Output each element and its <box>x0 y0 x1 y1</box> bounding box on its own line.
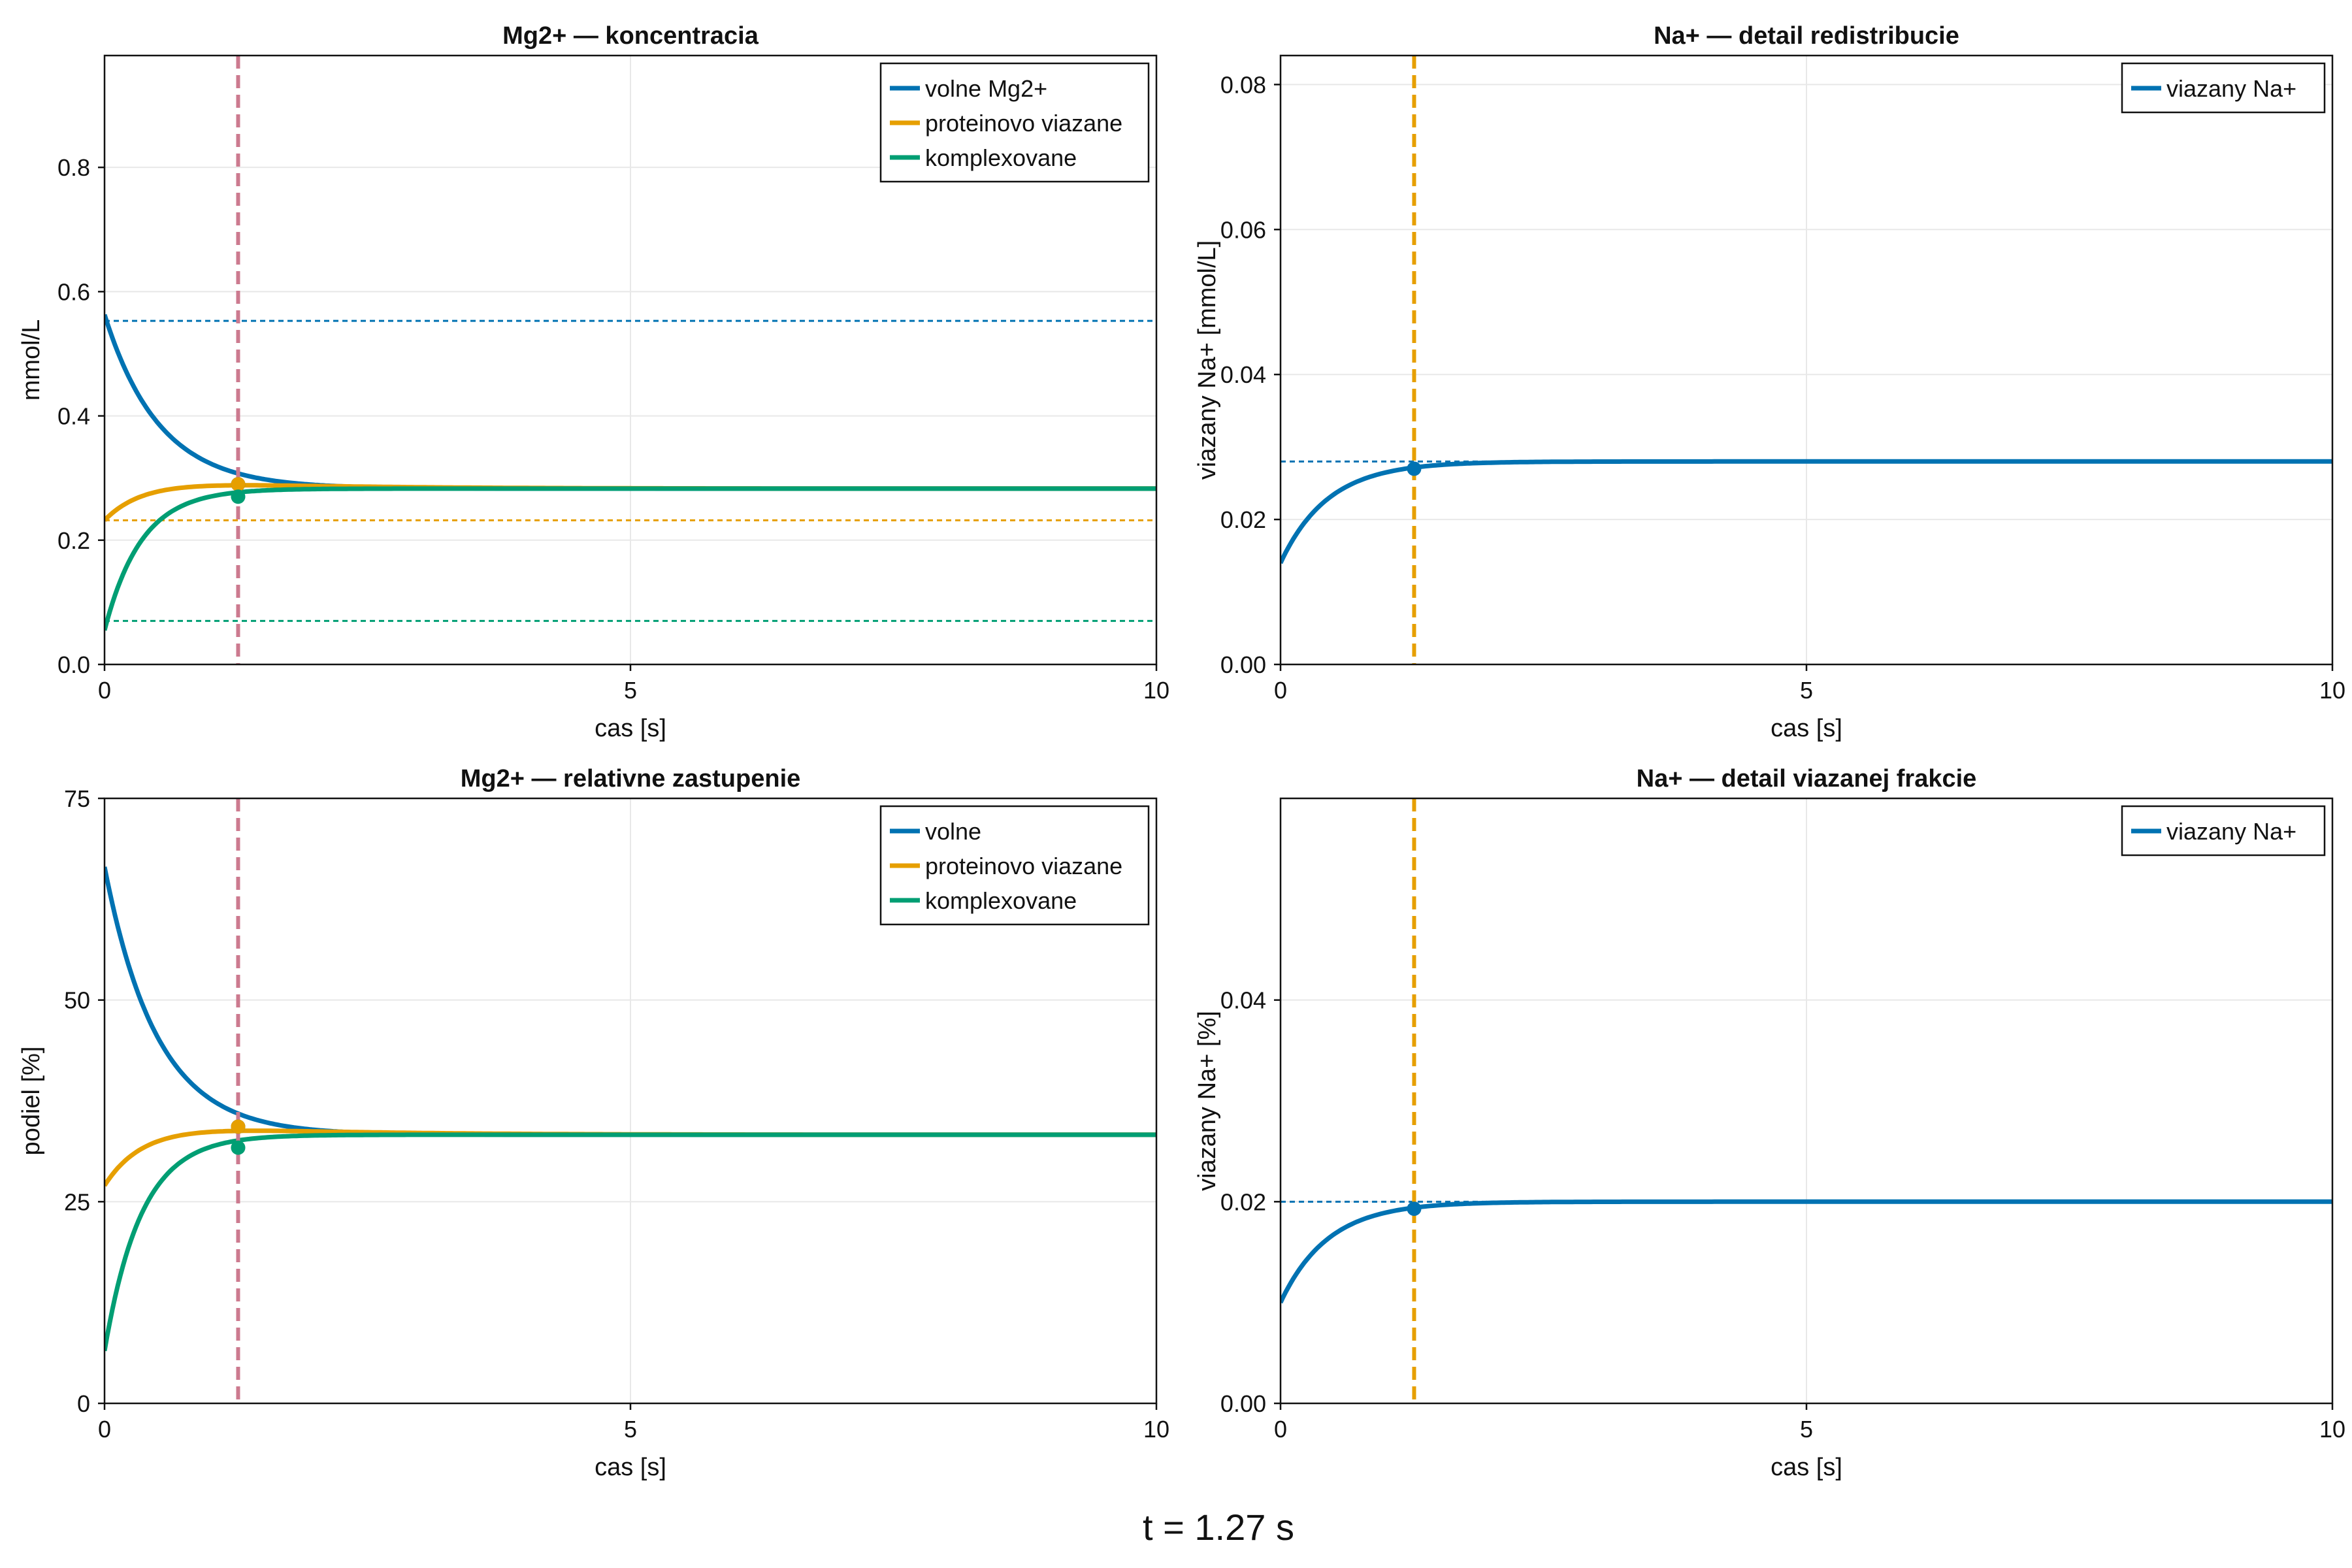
plot-area <box>105 56 1156 664</box>
x-axis-label: cas [s] <box>595 1454 666 1481</box>
x-tick-label: 5 <box>1800 1416 1813 1443</box>
y-tick-label: 0.4 <box>57 403 90 430</box>
y-tick-label: 0 <box>77 1390 90 1417</box>
time-marker-point <box>231 489 246 504</box>
time-marker-point <box>231 1140 246 1155</box>
y-tick-label: 0.0 <box>57 651 90 678</box>
plot-area <box>105 798 1156 1403</box>
legend-entry: viazany Na+ <box>2166 75 2296 102</box>
y-tick-label: 0.06 <box>1220 216 1266 243</box>
legend-entry: viazany Na+ <box>2166 818 2296 845</box>
y-tick-label: 0.02 <box>1220 1188 1266 1215</box>
plot-area <box>1281 56 2332 664</box>
series-line <box>105 1132 1156 1352</box>
series-line <box>105 486 1156 631</box>
time-marker-point <box>231 477 246 492</box>
y-tick-label: 0.8 <box>57 154 90 181</box>
y-axis-label: mmol/L <box>18 319 45 401</box>
legend: viazany Na+ <box>2121 62 2326 114</box>
time-marker-point <box>1407 1201 1422 1217</box>
y-axis-label: viazany Na+ [%] <box>1194 1011 1221 1191</box>
y-axis-label: viazany Na+ [mmol/L] <box>1194 240 1221 480</box>
y-tick-label: 50 <box>64 987 90 1014</box>
x-tick-label: 0 <box>1274 1416 1287 1443</box>
legend-entry: komplexovane <box>925 887 1077 914</box>
panel-title: Na+ — detail redistribucie <box>1654 22 1959 50</box>
y-tick-label: 0.04 <box>1220 987 1266 1014</box>
x-axis-label: cas [s] <box>1771 715 1842 742</box>
x-tick-label: 10 <box>1143 677 1169 704</box>
legend: viazany Na+ <box>2121 805 2326 857</box>
x-tick-label: 5 <box>624 677 637 704</box>
x-tick-label: 10 <box>2319 1416 2345 1443</box>
legend-frame <box>879 62 1150 183</box>
x-tick-label: 5 <box>1800 677 1813 704</box>
x-axis-label: cas [s] <box>595 715 666 742</box>
panel-4: 0 5 10 0.00 0.02 0.04 cas [s] viazany Na+ [%] Na… <box>1194 765 2345 1481</box>
y-tick-label: 0.00 <box>1220 1390 1266 1417</box>
x-tick-label: 0 <box>1274 677 1287 704</box>
x-tick-label: 10 <box>2319 677 2345 704</box>
panel-1: 0 5 10 0.0 0.2 0.4 0.6 0.8 cas [s] mmol/L Mg2+ — k… <box>18 22 1169 742</box>
y-tick-label: 0.04 <box>1220 361 1266 388</box>
x-tick-label: 5 <box>624 1416 637 1443</box>
x-tick-label: 10 <box>1143 1416 1169 1443</box>
time-marker-point <box>231 1119 246 1134</box>
time-readout: t = 1.27 s <box>1143 1507 1294 1548</box>
x-tick-label: 0 <box>98 1416 111 1443</box>
legend: volne Mg2+ proteinovo viazane komplexovane <box>879 62 1150 183</box>
series-line <box>1281 1199 2332 1304</box>
panel-3: 0 5 10 0 25 50 75 cas [s] podiel [%] Mg2+ — relat… <box>18 765 1169 1481</box>
y-tick-label: 0.02 <box>1220 506 1266 533</box>
plot-area <box>1281 798 2332 1403</box>
panel-title: Mg2+ — koncentracia <box>502 22 759 50</box>
panel-2: 0 5 10 0.00 0.02 0.04 0.06 0.08 cas [s] viazany N… <box>1194 22 2345 742</box>
y-tick-label: 0.00 <box>1220 651 1266 678</box>
x-tick-label: 0 <box>98 677 111 704</box>
panel-title: Mg2+ — relativne zastupenie <box>461 765 801 792</box>
legend-entry: proteinovo viazane <box>925 110 1122 137</box>
legend-frame <box>879 805 1150 926</box>
series-line <box>1281 459 2332 564</box>
panels: 0 5 10 0.0 0.2 0.4 0.6 0.8 cas [s] mmol/L Mg2+ — k… <box>18 22 2345 1481</box>
y-tick-label: 0.6 <box>57 278 90 305</box>
y-tick-label: 25 <box>64 1188 90 1215</box>
x-axis-label: cas [s] <box>1771 1454 1842 1481</box>
y-axis-label: podiel [%] <box>18 1047 45 1156</box>
legend: volne proteinovo viazane komplexovane <box>879 805 1150 926</box>
legend-entry: proteinovo viazane <box>925 853 1122 879</box>
legend-entry: komplexovane <box>925 144 1077 171</box>
y-tick-label: 0.2 <box>57 527 90 554</box>
y-tick-label: 75 <box>64 785 90 812</box>
legend-entry: volne Mg2+ <box>925 75 1047 102</box>
panel-title: Na+ — detail viazanej frakcie <box>1637 765 1977 792</box>
y-tick-label: 0.08 <box>1220 71 1266 98</box>
time-marker-point <box>1407 461 1422 476</box>
legend-entry: volne <box>925 818 981 845</box>
